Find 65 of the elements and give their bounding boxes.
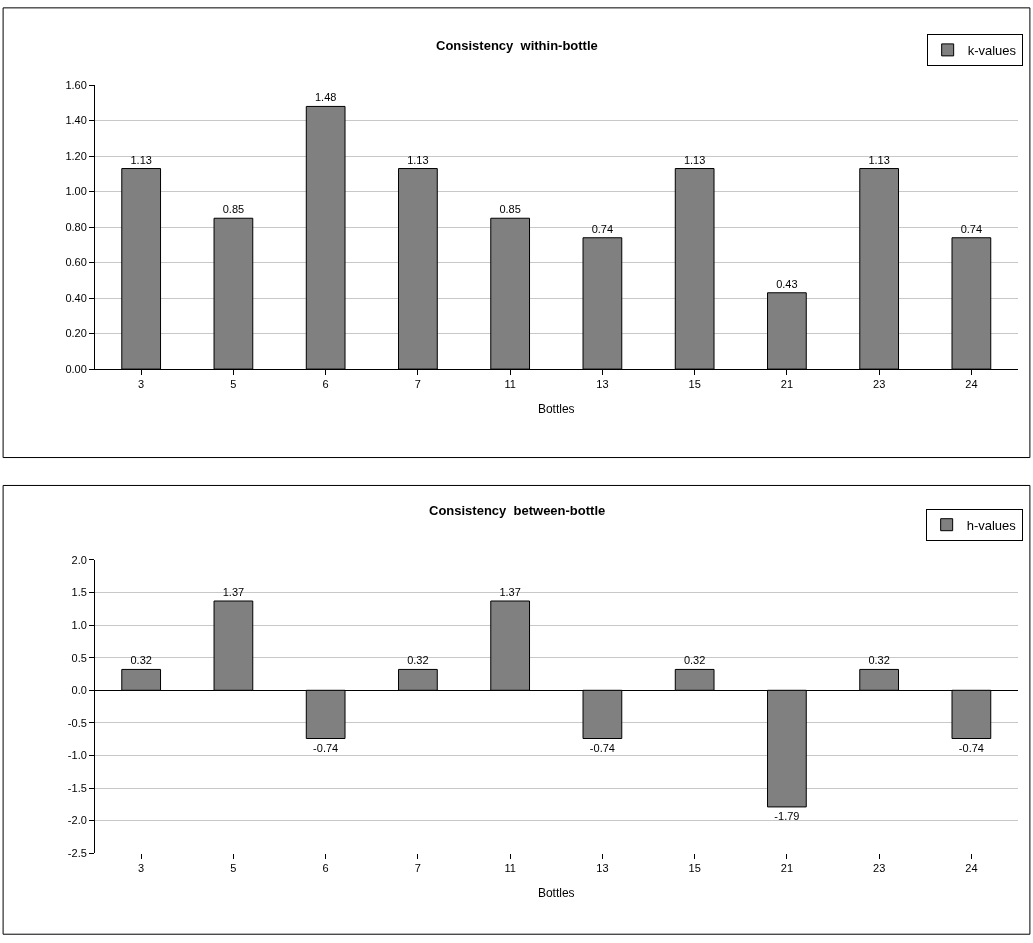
data-label: 1.13 [130,153,152,166]
y-tick-label: 1.0 [71,618,87,631]
x-tick-label: 13 [596,862,609,875]
data-label: 0.32 [868,654,890,667]
y-tick-label: 1.20 [65,149,87,162]
data-label: 0.32 [683,654,706,667]
x-tick-label: 13 [596,378,609,391]
y-tick-label: 1.5 [71,586,87,599]
x-tick-label: 3 [138,378,145,391]
x-tick-label: 23 [873,378,886,391]
x-tick-label: 23 [873,862,886,875]
data-label: -0.74 [589,741,615,754]
y-tick-label: 0.20 [65,327,87,340]
y-tick-label: -0.5 [67,716,87,729]
data-label: 0.32 [407,654,429,667]
y-tick-label: 0.40 [65,291,87,304]
x-tick-label: 24 [965,378,978,391]
x-tick-label: 15 [688,862,701,875]
y-tick-label: 0.80 [65,220,87,233]
y-tick-label: 2.0 [71,553,87,566]
x-tick-label: 21 [780,378,794,391]
x-tick-label: 7 [414,378,421,391]
data-label: 1.13 [868,153,890,166]
data-label: -0.74 [958,741,984,754]
x-tick-label: 6 [322,378,329,391]
data-label: 0.74 [960,222,983,235]
chart-title: Consistency within-bottle [436,38,598,53]
chart-title: Consistency between-bottle [429,503,606,518]
data-label: 0.43 [776,277,798,290]
data-label: 0.85 [499,203,521,216]
y-tick-label: -1.5 [67,781,87,794]
y-tick-label: 1.00 [65,185,87,198]
y-tick-label: 0.0 [71,684,87,697]
y-tick-label: 0.00 [65,362,87,375]
legend-label: k-values [967,42,1017,58]
x-tick-label: 11 [504,378,516,391]
data-label: 1.37 [499,586,521,599]
data-label: 1.13 [407,153,429,166]
x-tick-label: 5 [230,862,237,875]
data-label: -0.74 [313,741,339,754]
x-tick-label: 5 [230,378,237,391]
x-tick-label: 21 [780,862,794,875]
y-tick-label: 0.60 [65,256,87,269]
x-axis-title: Bottles [537,402,575,417]
x-tick-label: 7 [414,862,421,875]
x-tick-label: 3 [138,862,145,875]
data-label: 0.32 [130,654,152,667]
data-label: 0.85 [222,203,245,216]
x-tick-label: 6 [322,862,329,875]
y-tick-label: 0.5 [71,651,87,664]
y-tick-label: -2.0 [67,814,87,827]
data-label: -1.79 [774,809,800,822]
legend-label: h-values [966,517,1017,533]
data-label: 1.48 [314,91,337,104]
y-tick-label: -2.5 [67,847,87,860]
x-tick-label: 11 [504,862,516,875]
x-tick-label: 24 [965,862,978,875]
y-tick-label: 1.40 [65,114,87,127]
x-tick-label: 15 [688,378,701,391]
data-label: 0.74 [591,222,614,235]
data-label: 1.37 [222,586,245,599]
y-tick-label: -1.0 [67,749,87,762]
data-label: 1.13 [683,153,706,166]
x-axis-title: Bottles [537,886,575,901]
y-tick-label: 1.60 [65,78,87,91]
